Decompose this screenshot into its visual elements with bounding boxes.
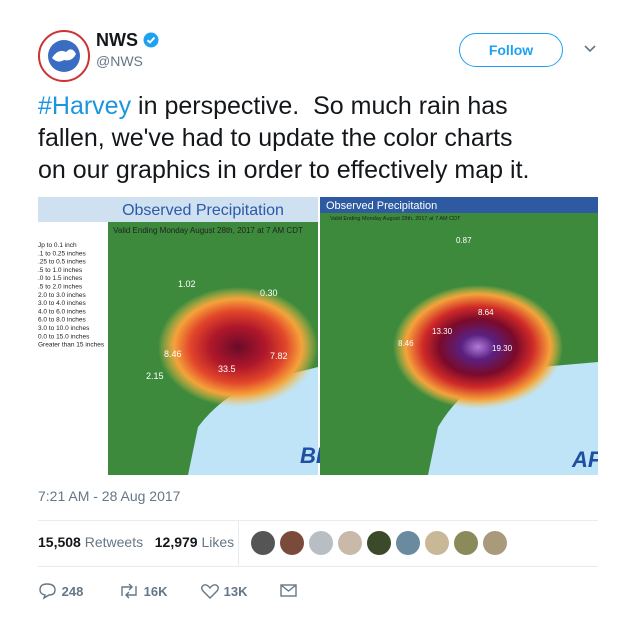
map-label: 7.82 (270, 351, 288, 361)
retweet-icon (121, 583, 137, 599)
legend-entry: .5 to 1.0 inches (38, 267, 83, 274)
map-label: 8.64 (478, 308, 494, 317)
like-action[interactable]: 13K (200, 582, 247, 600)
map-title: Observed Precipitation (122, 202, 284, 219)
legend-entry: 3.0 to 10.0 inches (38, 325, 90, 332)
like-label: Likes (201, 534, 235, 550)
legend-entry: 6.0 to 8.0 inches (38, 317, 86, 324)
map-label: 19.30 (492, 344, 513, 353)
reply-icon (39, 583, 56, 600)
retweet-count-short: 16K (143, 584, 168, 599)
message-icon[interactable] (280, 582, 298, 598)
divider (38, 566, 598, 567)
tweet-text: #Harvey in perspective. So much rain has… (38, 90, 529, 186)
follow-button[interactable]: Follow (459, 33, 563, 67)
map-label: 1.02 (178, 279, 196, 289)
stats: 15,508 Retweets 12,979 Likes (38, 534, 234, 550)
user-handle: @NWS (96, 53, 143, 69)
legend-entry: 3.0 to 4.0 inches (38, 300, 86, 307)
map-right: Observed Precipitation Valid Ending Mond… (320, 197, 598, 475)
legend-entry: .1 to 0.25 inches (38, 250, 86, 257)
like-icon (201, 584, 219, 599)
media[interactable]: Observed Precipitation Valid Ending Mond… (38, 197, 598, 475)
timestamp[interactable]: 7:21 AM - 28 Aug 2017 (38, 488, 181, 504)
map-left: Observed Precipitation Valid Ending Mond… (38, 197, 332, 475)
divider (38, 520, 598, 521)
map-label: 8.46 (164, 349, 182, 359)
map-label: 33.5 (218, 364, 236, 374)
map-label: 2.15 (146, 371, 164, 381)
divider (238, 520, 239, 566)
map-label: 0.30 (260, 288, 278, 298)
map-subtitle: Valid Ending Monday August 28th, 2017 at… (330, 216, 461, 222)
text-line: in perspective. So much rain has (138, 92, 508, 120)
retweet-label: Retweets (84, 534, 144, 550)
legend-entry: Jp to 0.1 inch (38, 242, 77, 249)
legend-entry: Greater than 15 inches (38, 342, 105, 349)
legend-entry: .0 to 1.5 inches (38, 275, 83, 282)
reply-action[interactable]: 248 (38, 582, 83, 600)
map-label: 13.30 (432, 327, 453, 336)
retweet-count[interactable]: 15,508 (38, 534, 81, 550)
map-title: Observed Precipitation (326, 200, 437, 212)
like-count[interactable]: 12,979 (154, 534, 198, 550)
legend-entry: 2.0 to 3.0 inches (38, 292, 86, 299)
legend-entry: 0.0 to 15.0 inches (38, 333, 90, 340)
map-subtitle: Valid Ending Monday August 28th, 2017 at… (113, 226, 303, 235)
map-logo: AF (571, 447, 598, 472)
user-name[interactable]: NWS (96, 30, 159, 51)
retweet-action[interactable]: 16K (118, 582, 167, 600)
reply-count: 248 (61, 584, 84, 599)
menu-chevron[interactable] (583, 44, 597, 54)
avatar[interactable] (38, 30, 90, 82)
map-label: 0.87 (456, 236, 472, 245)
legend-entry: .5 to 2.0 inches (38, 284, 83, 291)
verified-badge (143, 32, 159, 48)
legend-entry: .25 to 0.5 inches (38, 259, 86, 266)
hashtag[interactable]: #Harvey (38, 92, 132, 120)
text-line: on our graphics in order to effectively … (38, 156, 530, 184)
legend-entry: 4.0 to 6.0 inches (38, 308, 86, 315)
text-line: fallen, we've had to update the color ch… (38, 124, 513, 152)
map-label: 8.46 (398, 339, 414, 348)
liker-avatars[interactable] (250, 530, 512, 556)
like-count-short: 13K (223, 584, 248, 599)
name-text: NWS (96, 30, 138, 50)
